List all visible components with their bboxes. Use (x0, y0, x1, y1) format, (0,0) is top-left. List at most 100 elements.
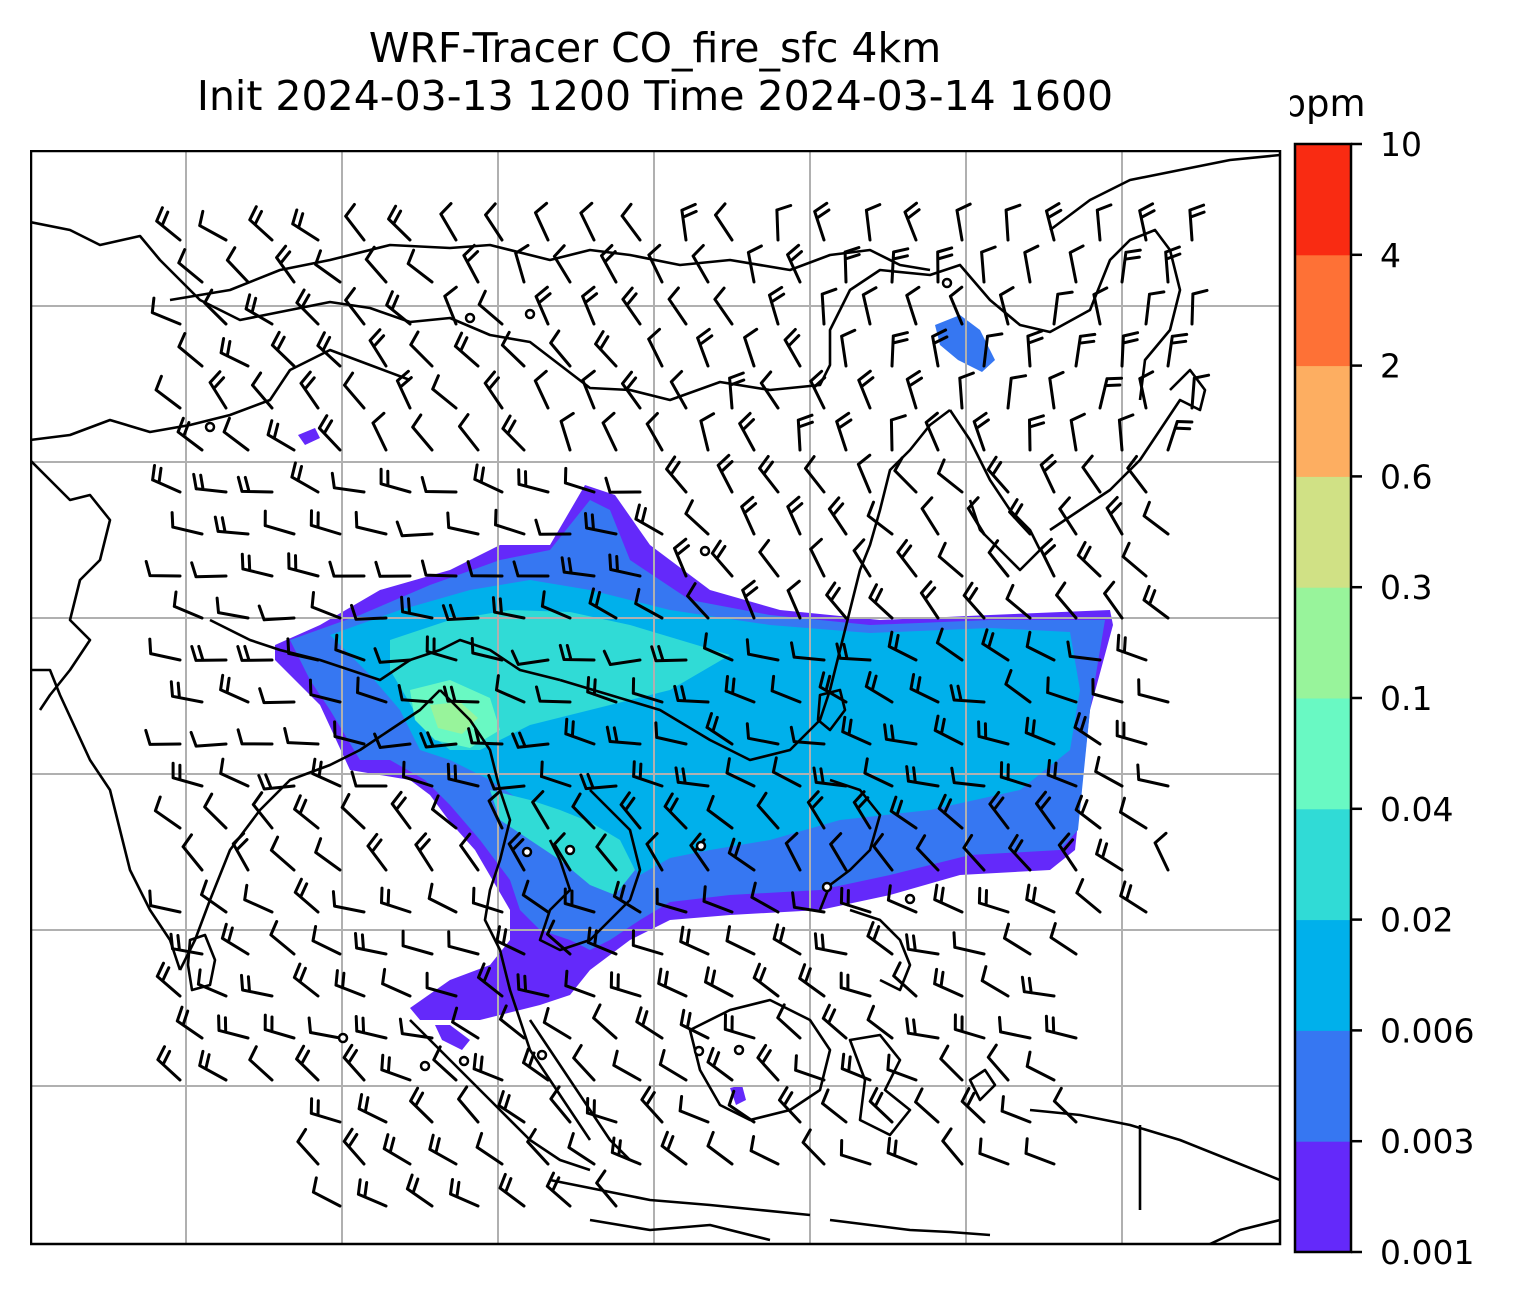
wind-barb (390, 790, 412, 830)
colorbar-ticks: 0.001 0.003 0.006 0.02 0.04 0.1 0.3 0.6 2 4 10 (1351, 125, 1474, 1272)
wind-barb (1048, 370, 1065, 410)
wind-barb (311, 757, 342, 788)
wind-barb (791, 891, 826, 914)
korea-peninsula (948, 409, 1042, 572)
wind-barb (1190, 373, 1211, 410)
map-title: WRF-Tracer CO_fire_sfc 4km Init 2024-03-… (30, 24, 1280, 120)
wind-barb (1003, 922, 1032, 956)
wind-barb (948, 285, 964, 326)
wind-barb (286, 637, 320, 662)
wind-barb (962, 581, 986, 620)
wind-barb (691, 244, 710, 284)
wind-barb (813, 201, 831, 242)
wind-barb (706, 1046, 734, 1082)
map-frame (30, 150, 1282, 1246)
wind-barb (840, 1052, 872, 1082)
wind-barb (750, 881, 780, 914)
wind-barb (1166, 420, 1194, 452)
colorbar-swatches (1295, 144, 1351, 1253)
wind-barb (350, 770, 388, 788)
wind-barb (483, 370, 504, 410)
wind-barb (225, 246, 250, 284)
colorbar-swatch (1295, 1030, 1351, 1142)
wind-barb (821, 1088, 848, 1124)
wind-barb (1137, 678, 1170, 704)
wind-barb (759, 370, 780, 410)
wind-barb (1028, 414, 1046, 452)
colorbar-swatch (1295, 254, 1351, 367)
wind-barb (522, 1047, 550, 1082)
wind-barb (696, 327, 714, 368)
wind-barb (770, 674, 802, 704)
wind-barb (240, 552, 274, 578)
wind-barb (395, 369, 413, 410)
wind-barb (998, 1015, 1032, 1040)
wind-barb (972, 411, 990, 452)
wind-barb (903, 201, 921, 242)
wind-barb (863, 757, 894, 788)
wind-barb (405, 1173, 434, 1208)
wind-barb (1026, 329, 1044, 368)
wind-barb (1076, 540, 1102, 578)
southeast-asia-mainland (439, 689, 592, 1141)
wind-barb (356, 1178, 388, 1208)
wind-barb (564, 717, 596, 746)
wind-barb (794, 1054, 826, 1082)
wind-barb (1188, 203, 1206, 242)
wind-barb (840, 328, 857, 368)
wind-barb (786, 243, 803, 284)
wind-barb (619, 791, 642, 830)
wind-barb (647, 243, 664, 284)
wind-barb (498, 1172, 526, 1208)
wind-barb (342, 1127, 366, 1166)
wind-barb (949, 684, 986, 704)
wind-barb (354, 510, 388, 536)
wind-barb (1052, 1086, 1078, 1124)
station-marker (695, 840, 707, 852)
wind-barb (1074, 332, 1097, 368)
wind-barb (966, 496, 986, 536)
wind-barb (395, 520, 434, 538)
wind-barb (864, 671, 894, 704)
wind-barb (310, 591, 342, 620)
wind-barb (420, 559, 458, 578)
wind-barb (309, 509, 342, 536)
wind-barb (295, 288, 320, 326)
wind-barb (177, 332, 204, 368)
wind-barb (1126, 455, 1148, 494)
wind-barb (919, 580, 940, 620)
maluku (968, 1068, 997, 1102)
wind-barb (567, 1132, 596, 1166)
wind-barb (203, 792, 228, 830)
title-line-2: Init 2024-03-13 1200 Time 2024-03-14 160… (196, 72, 1114, 120)
wind-barb (1138, 202, 1156, 242)
map-panel (30, 150, 1282, 1246)
wind-barb (864, 203, 882, 242)
wind-barb (542, 1007, 572, 1040)
wind-barb (933, 883, 964, 914)
wind-barb (477, 289, 504, 326)
wind-barb (333, 720, 366, 746)
station-markers (204, 277, 953, 1072)
wind-barb (812, 766, 848, 788)
gridlines (30, 150, 1280, 1244)
wind-barb (387, 204, 412, 242)
wind-barb (219, 673, 250, 704)
wind-barb (1142, 500, 1170, 536)
station-marker (464, 312, 476, 324)
wind-barb (397, 684, 434, 704)
russia-china-border (30, 220, 1182, 402)
colorbar-frame (1293, 142, 1353, 1254)
wind-barb (673, 684, 710, 704)
wind-barb (1166, 332, 1189, 368)
wind-barb (549, 329, 572, 368)
colorbar-tick-label: 0.02 (1380, 901, 1453, 940)
java (549, 1178, 811, 1217)
wind-barb (1116, 633, 1148, 662)
wind-barb (487, 789, 504, 830)
wind-barb (905, 765, 940, 788)
wind-barb (937, 793, 964, 830)
wind-barb (937, 541, 964, 578)
wind-barb (563, 887, 596, 914)
wind-barb (752, 962, 780, 998)
